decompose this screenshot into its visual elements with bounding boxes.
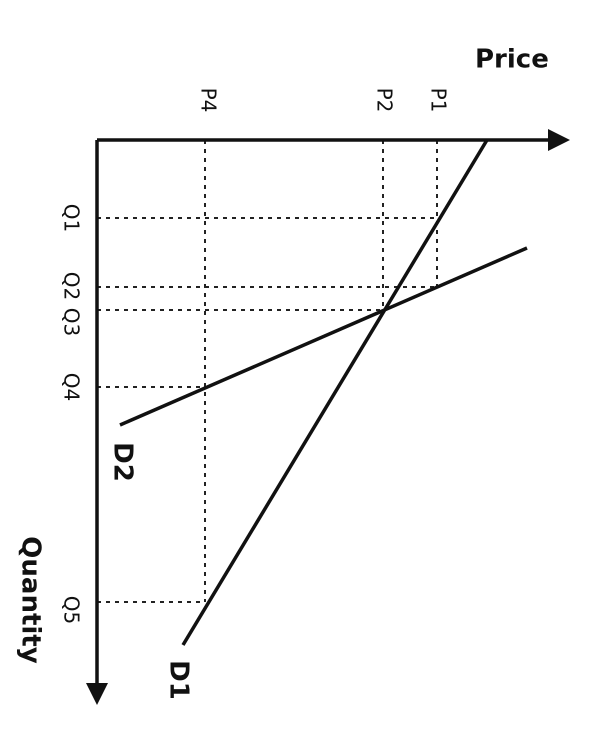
price-label: P1 xyxy=(427,88,451,113)
curve-label: D2 xyxy=(108,442,138,482)
quantity-label: Q1 xyxy=(60,204,84,232)
axis-label: Quantity xyxy=(16,536,46,663)
axis-label: Price xyxy=(475,45,549,75)
quantity-label: Q4 xyxy=(60,373,84,401)
price-label: P2 xyxy=(373,88,397,113)
curve-label: D1 xyxy=(164,660,194,700)
guides xyxy=(97,140,438,603)
curve-d2 xyxy=(119,246,528,427)
axes xyxy=(86,129,570,705)
quantity-label: Q5 xyxy=(60,596,84,624)
quantity-label: Q3 xyxy=(60,308,84,336)
curve-d1 xyxy=(181,139,489,646)
price-label: P4 xyxy=(197,88,221,113)
quantity-label: Q2 xyxy=(60,272,84,300)
